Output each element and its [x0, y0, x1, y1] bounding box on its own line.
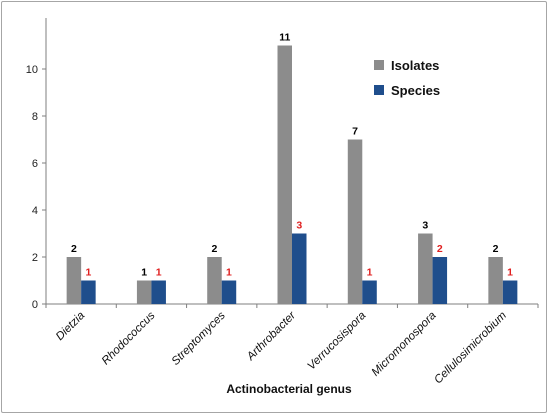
- isolates-bar: [66, 257, 82, 304]
- isolates-value-label: 1: [141, 267, 147, 279]
- x-tick-label: Micromonospora: [370, 310, 439, 379]
- species-value-label: 1: [156, 267, 162, 279]
- isolates-value-label: 7: [352, 126, 358, 138]
- y-tick-label: 0: [32, 299, 38, 311]
- isolates-legend-swatch: [374, 60, 384, 70]
- species-value-label: 3: [296, 220, 302, 232]
- species-bar: [362, 280, 377, 304]
- isolates-value-label: 2: [212, 243, 218, 255]
- y-tick-label: 6: [32, 158, 38, 170]
- x-tick-label: Dietzia: [54, 310, 87, 343]
- y-axis: 0 2 4 6 8 10: [26, 18, 47, 311]
- y-tick-label: 4: [32, 205, 38, 217]
- species-value-label: 1: [367, 267, 373, 279]
- x-tick-label: Rhodococcus: [100, 309, 158, 367]
- y-tick-label: 2: [32, 252, 38, 264]
- isolates-value-label: 2: [493, 243, 499, 255]
- species-bar: [81, 280, 96, 304]
- species-value-label: 1: [85, 267, 91, 279]
- isolates-bar: [207, 257, 222, 304]
- species-value-label: 1: [507, 267, 513, 279]
- isolates-bar: [488, 257, 503, 304]
- isolates-bar: [418, 233, 433, 304]
- isolates-bar: [277, 45, 292, 304]
- isolates-bar: [347, 139, 363, 304]
- isolates-value-label: 3: [422, 220, 428, 232]
- species-legend-swatch: [374, 85, 384, 95]
- legend: Isolates Species: [374, 58, 440, 98]
- x-axis: Dietzia Rhodococcus Streptomyces Arthrobact…: [45, 303, 539, 386]
- isolates-bar: [136, 280, 152, 304]
- species-value-label: 2: [437, 243, 443, 255]
- x-tick-label: Verrucosispora: [306, 310, 369, 373]
- x-tick-label: Cellulosimicrobium: [432, 309, 509, 386]
- y-tick-label: 10: [26, 64, 38, 76]
- species-bar: [432, 257, 448, 304]
- bars: [66, 45, 518, 304]
- species-value-label: 1: [226, 267, 232, 279]
- species-bar: [221, 280, 237, 304]
- x-tick-label: Arthrobacter: [244, 309, 299, 364]
- species-bar: [502, 280, 518, 304]
- species-legend-label: Species: [391, 83, 440, 98]
- x-axis-title: Actinobacterial genus: [226, 382, 352, 396]
- x-tick-label: Streptomyces: [170, 309, 228, 367]
- y-tick-label: 8: [32, 111, 38, 123]
- species-bar: [151, 280, 166, 304]
- isolates-legend-label: Isolates: [391, 58, 439, 73]
- isolates-value-label: 2: [71, 243, 77, 255]
- isolates-value-label: 11: [279, 32, 290, 44]
- species-bar: [292, 233, 307, 304]
